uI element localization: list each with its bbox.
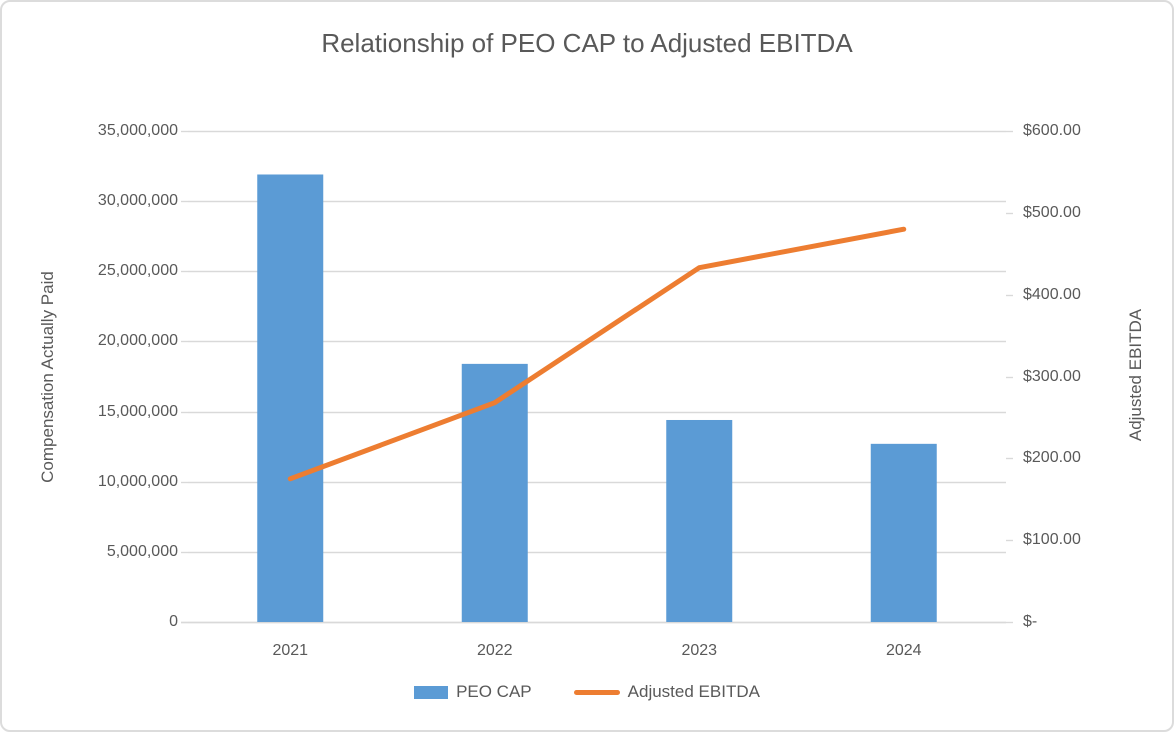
left-axis-tick-label: 10,000,000	[97, 472, 178, 490]
left-axis-tick-label: 30,000,000	[97, 192, 178, 210]
bar-2022	[461, 363, 528, 622]
legend-label-adjusted-ebitda: Adjusted EBITDA	[627, 682, 760, 701]
legend: PEO CAP Adjusted EBITDA	[2, 682, 1172, 702]
left-axis-tick-label: 0	[169, 613, 178, 630]
left-axis-tick-label: 5,000,000	[106, 542, 178, 560]
adjusted-ebitda-line	[287, 226, 907, 482]
peo-cap-bar-swatch-icon	[414, 685, 449, 699]
legend-item-adjusted-ebitda: Adjusted EBITDA	[573, 682, 760, 702]
left-axis-title: Compensation Actually Paid	[38, 271, 57, 483]
legend-item-peo-cap: PEO CAP	[414, 682, 532, 702]
x-axis-label-2023: 2023	[681, 642, 718, 659]
x-axis-label-2021: 2021	[272, 642, 309, 659]
bar-2024	[870, 443, 937, 622]
right-axis-tick-label: $100.00	[1023, 531, 1081, 549]
chart-title: Relationship of PEO CAP to Adjusted EBIT…	[321, 28, 853, 58]
left-axis-tick-label: 35,000,000	[97, 122, 178, 139]
x-axis-label-2022: 2022	[476, 642, 513, 659]
left-axis-tick-label: 15,000,000	[97, 402, 178, 420]
left-axis-tick-label: 25,000,000	[97, 262, 178, 280]
bar-2021	[257, 174, 324, 622]
x-axis-label-2024: 2024	[885, 642, 922, 659]
adjusted-ebitda-line-swatch-icon	[573, 689, 620, 695]
right-axis-tick-label: $300.00	[1023, 367, 1081, 385]
left-axis-tick-label: 20,000,000	[97, 332, 178, 350]
right-axis-tick-label: $-	[1023, 613, 1038, 630]
right-axis-tick-label: $600.00	[1023, 122, 1081, 139]
right-axis-tick-label: $200.00	[1023, 449, 1081, 467]
right-axis-title: Adjusted EBITDA	[1126, 308, 1145, 442]
right-axis-tick-label: $400.00	[1023, 285, 1081, 303]
bar-2023	[666, 419, 733, 622]
right-axis-tick-label: $500.00	[1023, 203, 1081, 221]
legend-label-peo-cap: PEO CAP	[456, 682, 532, 701]
